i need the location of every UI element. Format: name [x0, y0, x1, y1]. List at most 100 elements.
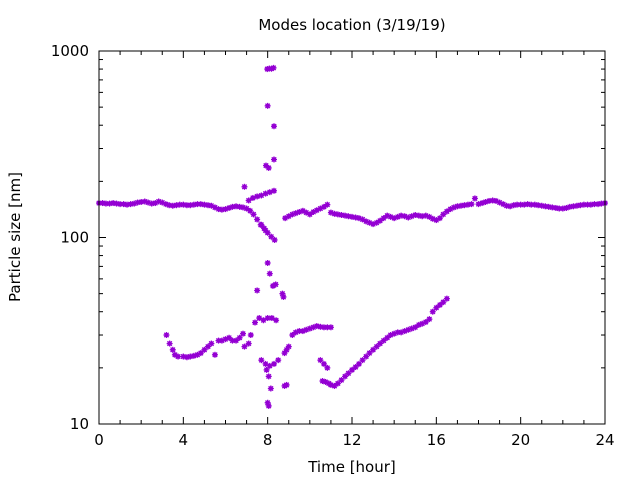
data-point: [275, 357, 282, 364]
data-point: [306, 211, 313, 218]
data-point: [270, 123, 277, 130]
data-point: [262, 360, 269, 367]
x-axis-title: Time [hour]: [307, 458, 396, 476]
data-point: [440, 299, 447, 306]
data-point: [241, 343, 248, 350]
data-point: [313, 323, 320, 330]
data-point: [267, 385, 274, 392]
data-point: [265, 402, 272, 409]
data-point: [317, 357, 324, 364]
x-tick-label: 12: [342, 431, 361, 449]
data-point: [324, 201, 331, 208]
chart-title: Modes location (3/19/19): [258, 16, 445, 34]
data-point: [391, 330, 398, 337]
data-point: [345, 370, 352, 377]
data-point: [254, 193, 261, 200]
data-point: [265, 164, 272, 171]
data-point: [263, 366, 270, 373]
data-point: [266, 270, 273, 277]
data-point: [258, 357, 265, 364]
data-point: [429, 215, 436, 222]
axis-ticks: [98, 50, 606, 425]
data-point: [262, 227, 269, 234]
x-tick-label: 16: [427, 431, 446, 449]
data-point: [373, 219, 380, 226]
data-point: [175, 353, 182, 360]
data-point: [250, 211, 257, 218]
data-point: [239, 330, 246, 337]
data-point: [258, 221, 265, 228]
data-point: [471, 195, 478, 202]
data-point: [303, 209, 310, 216]
data-point: [492, 197, 499, 204]
data-point: [236, 334, 243, 341]
data-point: [468, 201, 475, 208]
data-point: [320, 203, 327, 210]
data-point: [380, 215, 387, 222]
data-point: [270, 156, 277, 163]
data-point: [270, 187, 277, 194]
data-point: [380, 337, 387, 344]
data-point: [268, 315, 275, 322]
data-point: [272, 281, 279, 288]
data-point: [271, 236, 278, 243]
data-point: [245, 340, 252, 347]
data-point: [363, 218, 370, 225]
data-point: [264, 259, 271, 266]
data-point: [268, 233, 275, 240]
data-point: [443, 208, 450, 215]
data-point: [355, 360, 362, 367]
data-point: [264, 315, 271, 322]
data-point: [443, 295, 450, 302]
data-point: [245, 197, 252, 204]
data-point: [408, 213, 415, 220]
axis-tick-labels: 0 4 8 12 16 20 24 10 100 1000: [51, 42, 615, 449]
y-tick-label: 10: [70, 415, 89, 433]
data-points: [96, 64, 608, 409]
data-point: [163, 332, 170, 339]
data-point: [280, 293, 287, 300]
data-point: [247, 207, 254, 214]
data-point: [254, 216, 261, 223]
data-point: [208, 340, 215, 347]
data-point: [327, 324, 334, 331]
data-point: [370, 346, 377, 353]
plot-frame: [98, 50, 606, 425]
data-point: [281, 382, 288, 389]
x-tick-label: 24: [595, 431, 614, 449]
data-point: [285, 343, 292, 350]
data-point: [282, 215, 289, 222]
data-point: [264, 102, 271, 109]
data-point: [256, 315, 263, 322]
x-tick-label: 0: [94, 431, 104, 449]
data-point: [270, 64, 277, 71]
data-point: [552, 204, 559, 211]
data-point: [283, 346, 290, 353]
data-point: [324, 364, 331, 371]
data-point: [283, 381, 290, 388]
data-point: [265, 373, 272, 380]
data-point: [254, 287, 261, 294]
data-point: [211, 351, 218, 358]
y-tick-label: 1000: [51, 42, 89, 60]
data-point: [429, 308, 436, 315]
data-point: [363, 353, 370, 360]
data-point: [260, 317, 267, 324]
data-point: [166, 340, 173, 347]
data-point: [320, 360, 327, 367]
data-point: [247, 332, 254, 339]
y-axis-title: Particle size [nm]: [6, 172, 24, 302]
data-point: [252, 319, 259, 326]
data-point: [426, 316, 433, 323]
y-tick-label: 100: [60, 229, 89, 247]
data-point: [169, 346, 176, 353]
x-tick-label: 4: [179, 431, 189, 449]
data-point: [273, 317, 280, 324]
data-point: [270, 360, 277, 367]
data-point: [241, 183, 248, 190]
data-point: [377, 217, 384, 224]
x-tick-label: 8: [263, 431, 273, 449]
x-tick-label: 20: [511, 431, 530, 449]
